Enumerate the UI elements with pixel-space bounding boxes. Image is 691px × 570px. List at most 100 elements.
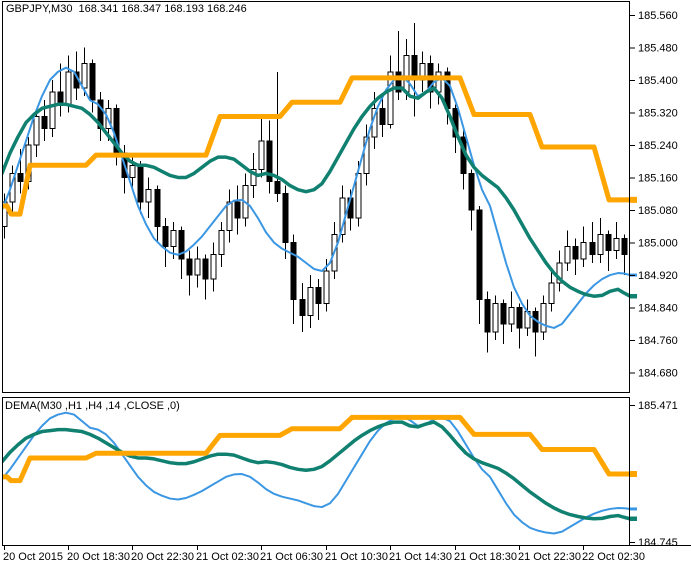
- candle-body: [315, 286, 322, 305]
- candle-body: [605, 233, 612, 252]
- candle-body: [81, 63, 88, 89]
- dema-h4-line-dema: [2, 414, 629, 484]
- dema-m30-line-dema: [2, 411, 629, 535]
- candle-body: [556, 262, 563, 284]
- candle-body: [89, 63, 96, 101]
- dema-h1-scale-marker: [630, 516, 637, 522]
- candle-body: [476, 209, 483, 300]
- panel-borders: [2, 1, 691, 546]
- candle-body: [17, 172, 24, 183]
- candle-body: [154, 189, 161, 227]
- candle-body: [508, 307, 515, 325]
- candle-body: [258, 140, 265, 170]
- price-tick-label: 184.745: [638, 537, 678, 549]
- price-tick-label: 185.080: [638, 205, 678, 217]
- time-tick-label: 22 Oct 02:30: [582, 551, 645, 563]
- candle-body: [613, 237, 620, 252]
- candle-body: [170, 229, 177, 248]
- price-tick-label: 184.840: [638, 303, 678, 315]
- candle-body: [492, 303, 499, 333]
- candle-body: [49, 91, 56, 130]
- candle-body: [589, 242, 596, 256]
- candle-body: [484, 298, 491, 333]
- dema-h4-scale-marker: [630, 471, 637, 478]
- candle-body: [57, 91, 64, 105]
- candles-group: [2, 22, 628, 357]
- price-tick-label: 185.471: [638, 400, 678, 412]
- dema-h4-line-price: [2, 75, 629, 217]
- candle-body: [363, 136, 370, 174]
- candle-body: [194, 258, 201, 276]
- candle-body: [379, 107, 386, 126]
- candle-body: [186, 258, 193, 276]
- price-tick-label: 185.000: [638, 238, 678, 250]
- candle-body: [500, 303, 507, 325]
- candle-body: [226, 201, 233, 231]
- price-tick-label: 185.320: [638, 107, 678, 119]
- candle-body: [274, 181, 281, 195]
- candle-body: [250, 168, 257, 187]
- indicator-window-label: DEMA(M30 ,H1 ,H4 ,14 ,CLOSE ,0): [5, 400, 180, 412]
- candle-body: [299, 298, 306, 317]
- price-tick-label: 184.680: [638, 368, 678, 380]
- candle-body: [580, 242, 587, 260]
- price-axis[interactable]: 185.560 185.480 185.400 185.320 185.240 185.1…: [629, 10, 678, 549]
- candle-body: [403, 54, 410, 93]
- price-tick-label: 185.240: [638, 140, 678, 152]
- candle-body: [210, 254, 217, 280]
- price-tick-label: 185.560: [638, 10, 678, 22]
- candle-body: [564, 246, 571, 264]
- time-tick-label: 21 Oct 10:30: [325, 551, 388, 563]
- time-tick-label: 21 Oct 06:30: [260, 551, 323, 563]
- time-tick-label: 21 Oct 02:30: [196, 551, 259, 563]
- time-axis[interactable]: 20 Oct 2015 20 Oct 18:30 20 Oct 22:30 21 Oc…: [3, 546, 645, 563]
- dema-h1-line-price: [2, 86, 629, 298]
- candle-body: [540, 303, 547, 333]
- candle-body: [178, 229, 185, 260]
- candle-body: [307, 286, 314, 317]
- dema-h1-line-dema: [2, 420, 629, 521]
- time-tick-label: 21 Oct 14:30: [389, 551, 452, 563]
- price-tick-label: 185.480: [638, 42, 678, 54]
- dema-m30-scale-marker: [630, 507, 637, 511]
- candle-body: [218, 229, 225, 256]
- time-tick-label: 21 Oct 22:30: [518, 551, 581, 563]
- symbol-ohlc-label: GBPJPY,M30 168.341 168.347 168.193 168.2…: [6, 3, 247, 15]
- time-tick-label: 21 Oct 18:30: [454, 551, 517, 563]
- candle-body: [234, 201, 241, 219]
- candle-body: [548, 282, 555, 305]
- price-tick-label: 185.160: [638, 172, 678, 184]
- candle-body: [597, 233, 604, 256]
- time-tick-label: 20 Oct 18:30: [67, 551, 130, 563]
- price-tick-label: 184.920: [638, 270, 678, 282]
- candle-body: [162, 225, 169, 248]
- candle-body: [137, 164, 144, 203]
- price-tick-label: 185.400: [638, 75, 678, 87]
- candle-body: [395, 71, 402, 93]
- candle-body: [387, 71, 394, 126]
- candle-body: [266, 140, 273, 183]
- dema-m30-line-price: [2, 66, 629, 329]
- candle-body: [516, 307, 523, 329]
- candle-body: [282, 193, 289, 244]
- time-tick-label: 20 Oct 2015: [3, 551, 63, 563]
- candle-body: [41, 115, 48, 130]
- candle-body: [33, 115, 40, 146]
- candle-body: [202, 258, 209, 280]
- candle-body: [355, 172, 362, 219]
- time-tick-label: 20 Oct 22:30: [131, 551, 194, 563]
- candle-body: [145, 189, 152, 203]
- dema-h4-scale-marker: [630, 196, 637, 203]
- candle-body: [97, 99, 104, 130]
- candle-body: [65, 71, 72, 105]
- candle-body: [323, 270, 330, 305]
- candle-body: [621, 237, 628, 256]
- candle-body: [572, 246, 579, 260]
- candle-body: [290, 242, 297, 300]
- candle-body: [129, 164, 136, 178]
- candle-body: [468, 172, 475, 211]
- dema-h1-scale-marker: [630, 293, 637, 299]
- price-tick-label: 184.760: [638, 335, 678, 347]
